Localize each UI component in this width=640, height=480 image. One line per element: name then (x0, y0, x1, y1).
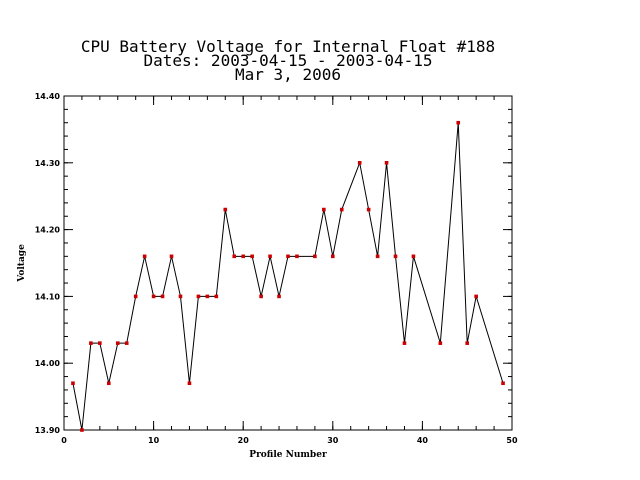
data-point (411, 254, 416, 259)
data-point (214, 294, 219, 299)
x-tick-label: 30 (327, 436, 339, 445)
voltage-series (71, 120, 505, 432)
major-ticks (63, 95, 513, 431)
data-point (259, 294, 263, 299)
x-tick-label: 20 (238, 436, 250, 445)
chart-title-line: Dates: 2003-04-15 - 2003-04-15 (144, 51, 433, 70)
data-point (357, 161, 362, 165)
data-point (456, 120, 461, 125)
data-point (375, 254, 380, 259)
plot-frame (63, 95, 513, 431)
chart-title-line: CPU Battery Voltage for Internal Float #… (81, 37, 495, 56)
y-tick-label: 14.30 (35, 159, 61, 168)
chart-title: CPU Battery Voltage for Internal Float #… (81, 37, 495, 84)
data-point (268, 254, 272, 259)
data-point (151, 294, 156, 299)
data-point (169, 254, 174, 259)
data-point (322, 207, 326, 212)
data-point (501, 381, 505, 386)
data-point (160, 294, 165, 299)
data-point (133, 294, 138, 299)
data-point (232, 254, 237, 259)
y-tick-label: 14.10 (35, 292, 61, 301)
data-point (196, 294, 201, 299)
data-point (71, 381, 75, 386)
data-point (187, 381, 192, 386)
data-point (384, 161, 389, 165)
y-tick-label: 14.00 (35, 359, 61, 368)
x-tick-labels: 0 10 20 30 40 50 (61, 436, 518, 445)
data-point (98, 341, 102, 345)
y-tick-label: 13.90 (35, 426, 61, 435)
data-point (178, 294, 183, 299)
series-line (72, 122, 504, 431)
x-tick-label: 50 (506, 436, 518, 445)
data-point (313, 254, 317, 259)
data-point (107, 381, 111, 386)
x-tick-label: 10 (148, 436, 160, 445)
y-axis-title: Voltage (17, 244, 27, 283)
data-point (402, 341, 407, 345)
data-point (277, 294, 281, 299)
data-point (295, 254, 299, 259)
data-point (393, 254, 398, 259)
x-axis-title: Profile Number (249, 450, 327, 460)
data-point (223, 207, 228, 212)
data-point (331, 254, 335, 259)
data-point (438, 341, 443, 345)
y-tick-labels: 13.90 14.00 14.10 14.20 14.30 14.40 (35, 92, 61, 435)
chart-title-line: Mar 3, 2006 (235, 65, 341, 84)
data-point (80, 428, 84, 432)
x-tick-label: 40 (417, 436, 429, 445)
minor-ticks (63, 95, 513, 431)
data-point (205, 294, 210, 299)
data-point (142, 254, 147, 259)
data-point (241, 254, 245, 259)
data-point (474, 294, 478, 299)
data-point (115, 341, 120, 345)
data-point (366, 207, 371, 212)
data-point (124, 341, 129, 345)
y-tick-label: 14.40 (35, 92, 61, 101)
data-point (465, 341, 469, 345)
data-point (339, 207, 344, 212)
x-tick-label: 0 (61, 436, 67, 445)
data-point (250, 254, 254, 259)
y-tick-label: 14.20 (35, 226, 61, 235)
data-point (89, 341, 93, 345)
data-point (286, 254, 290, 259)
